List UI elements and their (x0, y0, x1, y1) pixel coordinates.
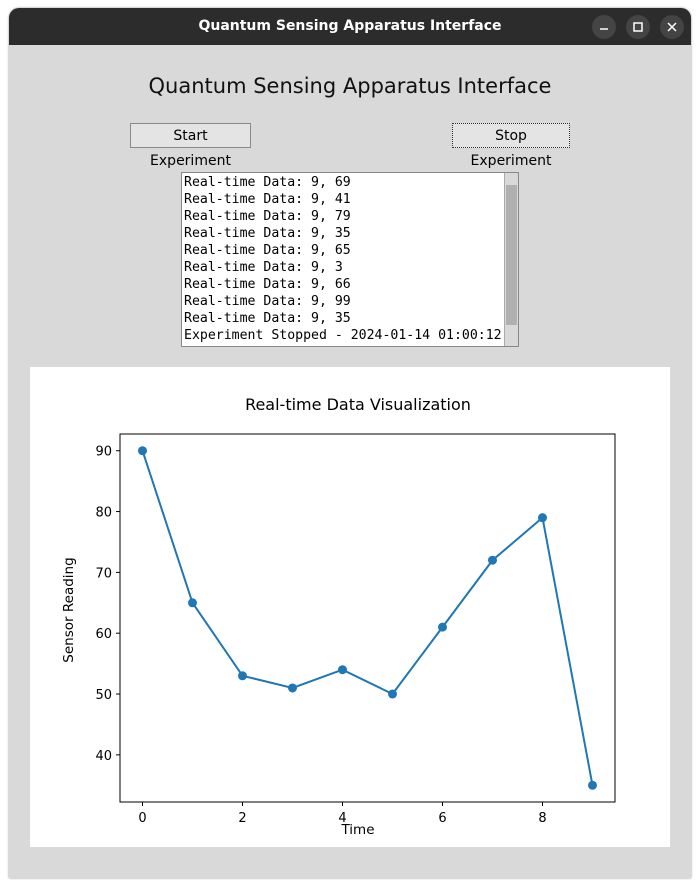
start-button[interactable]: Start Experiment (130, 123, 251, 169)
window-title: Quantum Sensing Apparatus Interface (198, 18, 502, 34)
y-tick-label: 60 (95, 627, 112, 642)
data-point (388, 689, 397, 699)
data-point (138, 446, 147, 456)
data-point (238, 671, 247, 681)
x-tick-label: 4 (338, 811, 346, 826)
title-bar: Quantum Sensing Apparatus Interface (9, 8, 691, 45)
header-title: Quantum Sensing Apparatus Interface (148, 74, 552, 98)
data-line (141, 450, 594, 786)
x-tick-label: 6 (438, 811, 446, 826)
maximize-button[interactable] (626, 15, 650, 39)
chart: Real-time Data Visualization Time Sensor… (30, 367, 670, 847)
data-point (188, 598, 197, 608)
log-line: Real-time Data: 9, 99 (184, 294, 351, 309)
log-box[interactable]: Real-time Data: 9, 69 Real-time Data: 9, … (181, 172, 519, 347)
log-line: Real-time Data: 9, 69 (184, 175, 351, 190)
log-line: Real-time Data: 9, 35 (184, 226, 351, 241)
data-point (488, 555, 497, 565)
data-point (338, 665, 347, 675)
data-point (538, 513, 547, 523)
y-tick-label: 40 (95, 749, 112, 764)
x-tick-label: 0 (138, 811, 146, 826)
scrollbar[interactable] (504, 173, 518, 346)
data-point (288, 683, 297, 693)
scroll-thumb[interactable] (506, 185, 517, 325)
close-button[interactable] (660, 15, 684, 39)
plot-frame (119, 433, 616, 803)
stop-button[interactable]: Stop Experiment (452, 123, 570, 169)
x-tick-label: 8 (538, 811, 546, 826)
log-line: Real-time Data: 9, 41 (184, 192, 351, 207)
log-line: Experiment Stopped - 2024-01-14 01:00:12 (184, 328, 502, 343)
x-axis-label: Time (340, 822, 374, 838)
window: Quantum Sensing Apparatus Interface Quan… (9, 8, 691, 878)
x-tick-label: 2 (238, 811, 246, 826)
log-lines: Real-time Data: 9, 69 Real-time Data: 9, … (184, 174, 502, 344)
y-tick-label: 50 (95, 688, 112, 703)
minimize-button[interactable] (592, 15, 616, 39)
y-tick-label: 70 (95, 566, 112, 581)
log-line: Real-time Data: 9, 66 (184, 277, 351, 292)
data-point (438, 622, 447, 632)
log-line: Real-time Data: 9, 3 (184, 260, 343, 275)
y-axis-label: Sensor Reading (61, 557, 77, 662)
y-tick-label: 80 (95, 506, 112, 521)
data-point (588, 780, 597, 790)
log-line: Real-time Data: 9, 35 (184, 311, 351, 326)
y-tick-label: 90 (95, 445, 112, 460)
log-line: Real-time Data: 9, 79 (184, 209, 351, 224)
chart-title: Real-time Data Visualization (245, 395, 471, 414)
log-line: Real-time Data: 9, 65 (184, 243, 351, 258)
chart-background (30, 367, 670, 847)
